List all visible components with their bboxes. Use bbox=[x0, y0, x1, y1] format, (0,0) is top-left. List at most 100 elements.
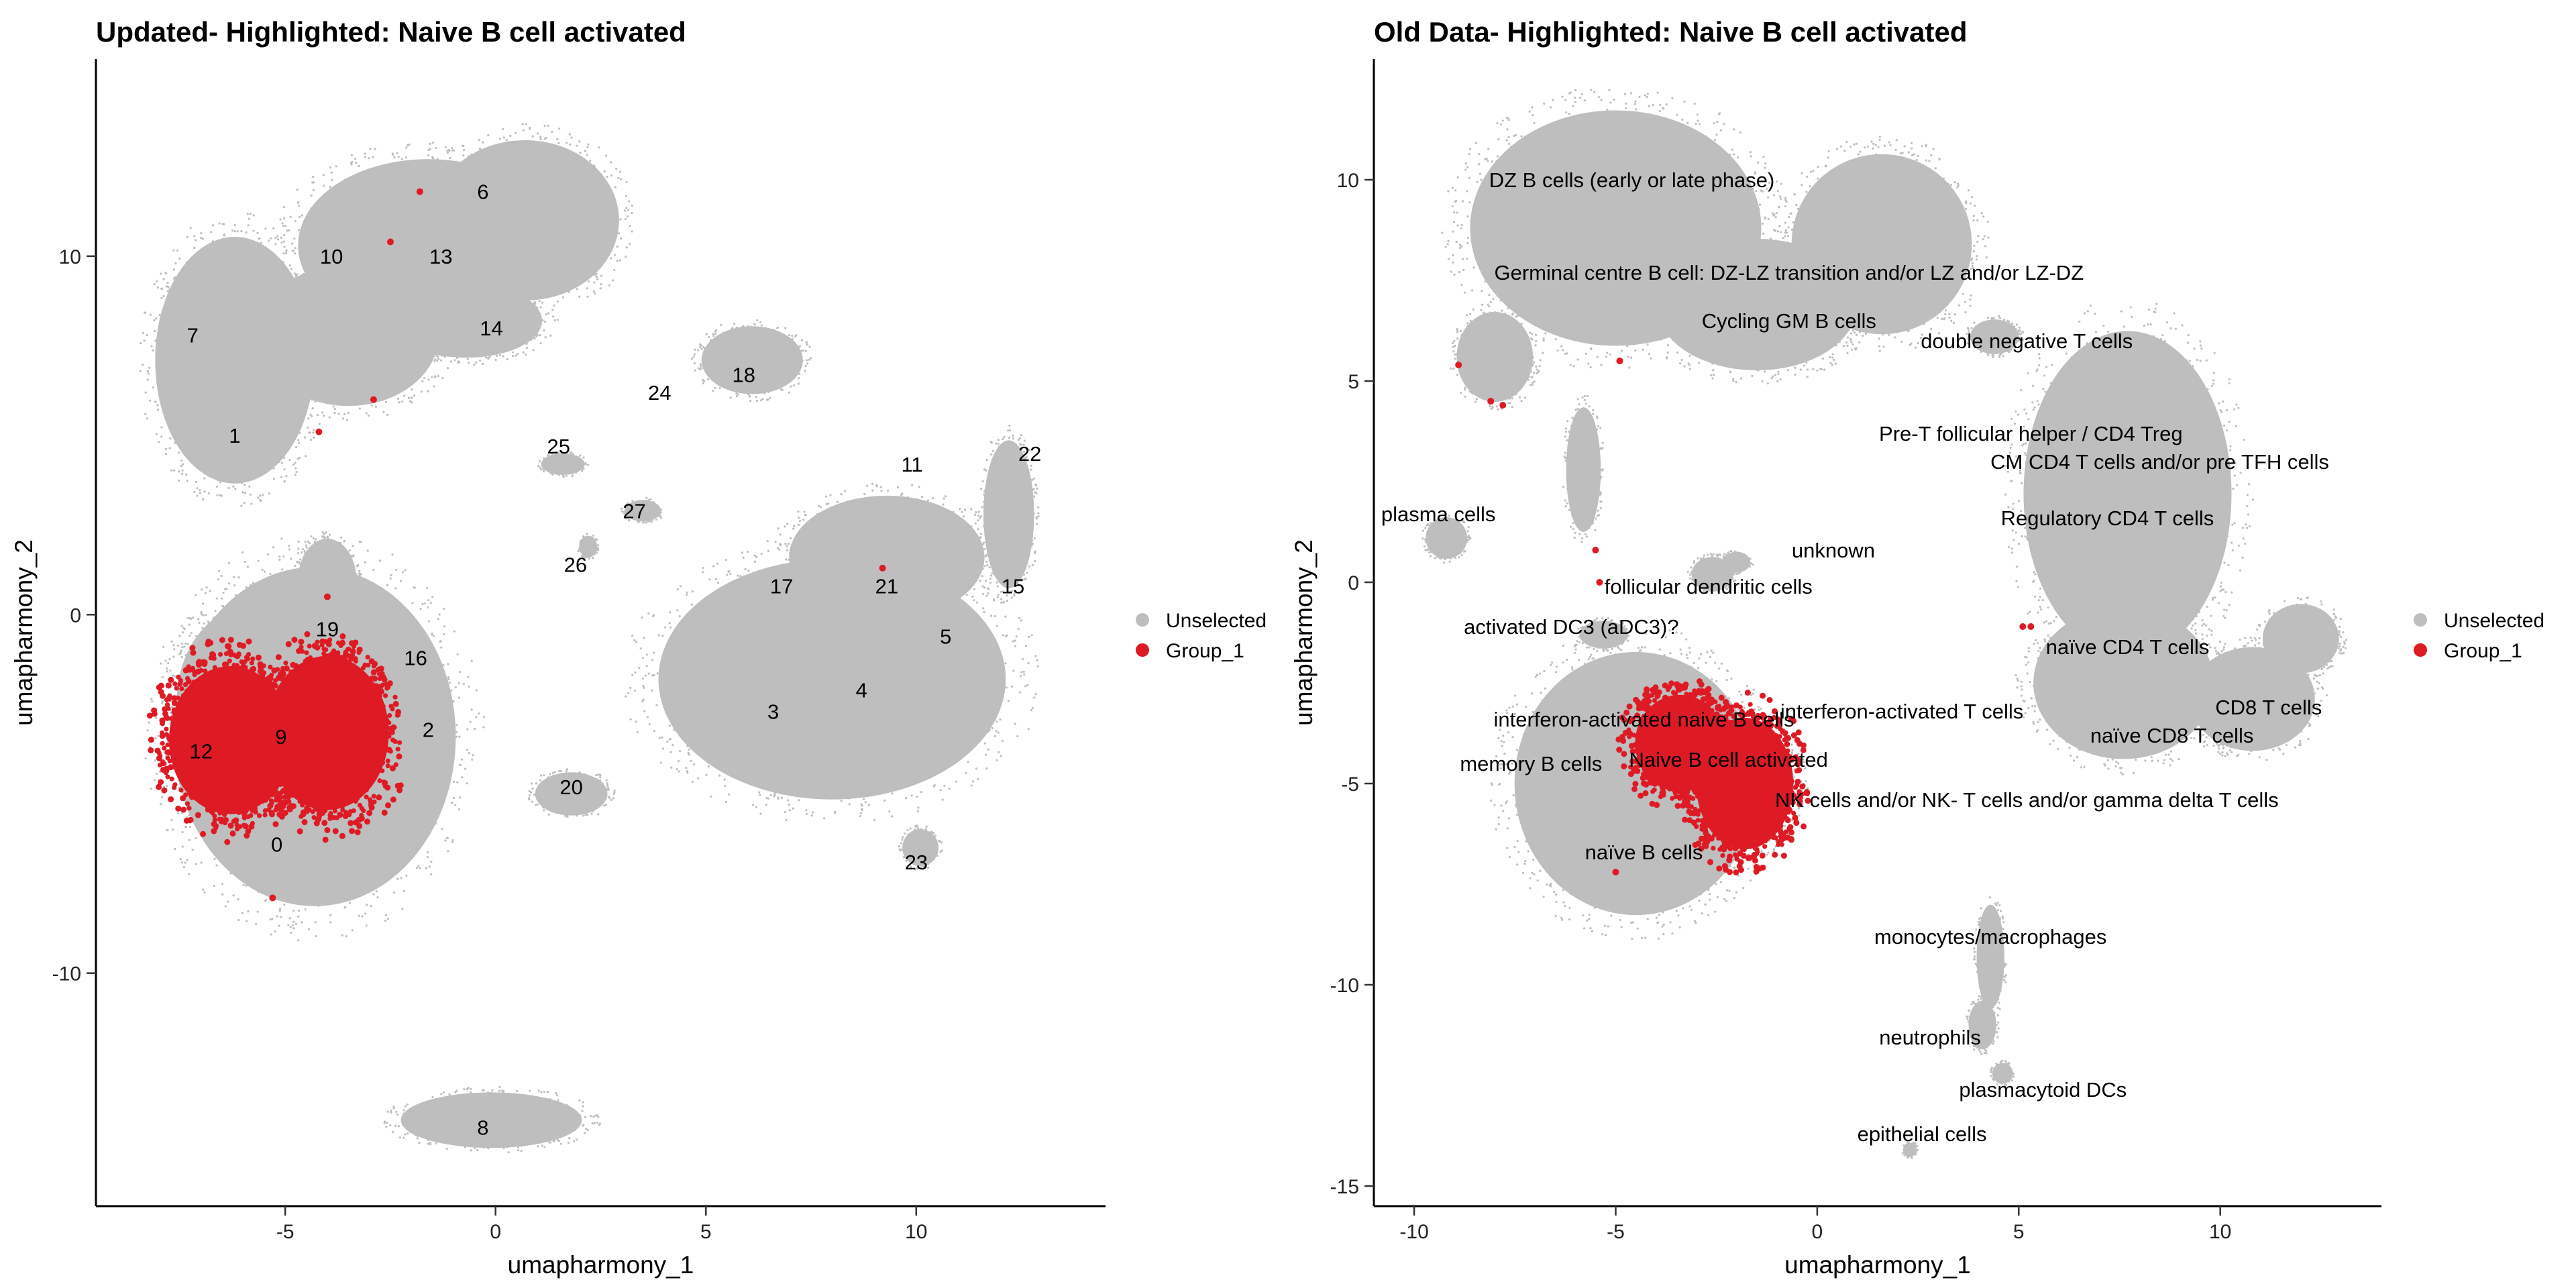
cell-point bbox=[955, 603, 959, 606]
cell-point bbox=[883, 623, 886, 626]
cell-point bbox=[365, 328, 368, 331]
cell-point bbox=[529, 290, 531, 293]
cell-point bbox=[276, 235, 279, 237]
cell-point bbox=[352, 574, 355, 576]
cell-point bbox=[517, 1146, 520, 1148]
cell-point bbox=[582, 1105, 584, 1108]
cell-point bbox=[710, 339, 712, 342]
cell-point bbox=[985, 753, 987, 756]
cell-point bbox=[331, 296, 334, 299]
cell-point bbox=[370, 404, 373, 407]
cell-point bbox=[157, 364, 160, 367]
cell-point bbox=[541, 1144, 543, 1147]
cell-point bbox=[254, 598, 257, 602]
cell-point bbox=[423, 258, 425, 261]
cell-point bbox=[898, 848, 901, 851]
cell-point bbox=[990, 614, 993, 617]
cell-point bbox=[978, 517, 981, 519]
cell-point bbox=[375, 706, 381, 712]
cell-point bbox=[515, 148, 517, 151]
cell-point bbox=[143, 311, 146, 314]
cell-point bbox=[731, 604, 734, 606]
cell-point bbox=[922, 830, 925, 833]
cell-point bbox=[444, 146, 447, 149]
cell-point bbox=[237, 676, 242, 682]
cell-point bbox=[359, 394, 362, 397]
cell-point bbox=[610, 161, 612, 164]
cell-point bbox=[297, 409, 299, 411]
cell-point bbox=[762, 387, 765, 390]
cell-point bbox=[804, 602, 806, 605]
cell-point bbox=[277, 294, 280, 298]
cell-point bbox=[266, 361, 269, 364]
cell-point bbox=[593, 164, 596, 167]
cell-point bbox=[350, 162, 353, 164]
cell-point bbox=[296, 560, 299, 563]
cell-point bbox=[495, 146, 498, 148]
cell-point bbox=[595, 276, 598, 278]
cell-point bbox=[339, 661, 345, 667]
cell-point bbox=[283, 282, 286, 285]
cell-point bbox=[142, 364, 144, 366]
cell-point bbox=[254, 301, 256, 305]
cell-point bbox=[186, 806, 192, 811]
cell-point bbox=[827, 511, 830, 514]
cell-point bbox=[210, 231, 213, 233]
cell-point bbox=[267, 333, 270, 336]
cell-point bbox=[405, 331, 408, 334]
cell-point bbox=[241, 863, 244, 866]
cell-point bbox=[648, 723, 651, 726]
cell-point bbox=[982, 525, 985, 527]
cell-point bbox=[998, 689, 1001, 692]
cell-point bbox=[883, 775, 886, 777]
cell-point bbox=[794, 335, 797, 338]
cell-point bbox=[607, 205, 610, 207]
cell-point bbox=[799, 366, 802, 368]
cell-point bbox=[184, 642, 187, 645]
cell-point bbox=[282, 289, 285, 292]
cell-point bbox=[1013, 594, 1016, 597]
cell-point bbox=[983, 490, 986, 493]
cell-point bbox=[515, 345, 518, 347]
cell-point bbox=[201, 627, 204, 629]
cell-point bbox=[682, 645, 685, 648]
cell-point bbox=[441, 262, 444, 264]
cell-point bbox=[432, 205, 435, 208]
cell-point bbox=[384, 714, 389, 720]
cell-point bbox=[176, 293, 179, 297]
cell-point bbox=[496, 280, 498, 283]
cell-point bbox=[252, 229, 255, 232]
cell-point bbox=[274, 237, 277, 239]
cell-point bbox=[250, 808, 255, 814]
cell-point bbox=[259, 498, 262, 501]
cell-point bbox=[438, 237, 441, 239]
cell-point bbox=[272, 227, 275, 230]
cell-point bbox=[321, 314, 324, 317]
cell-point bbox=[173, 469, 176, 472]
cell-point bbox=[560, 810, 563, 814]
cell-point bbox=[658, 737, 661, 739]
cell-point bbox=[195, 480, 198, 484]
cell-point bbox=[144, 757, 147, 760]
cell-point bbox=[990, 574, 993, 577]
point-cloud bbox=[789, 495, 985, 619]
cell-point bbox=[556, 1138, 559, 1142]
cell-point bbox=[303, 276, 305, 279]
cell-point bbox=[666, 740, 669, 743]
cell-point bbox=[289, 926, 292, 928]
cell-point bbox=[146, 729, 149, 732]
cell-point bbox=[591, 808, 594, 811]
cell-point bbox=[311, 398, 313, 400]
cell-point bbox=[333, 412, 336, 415]
cell-point bbox=[912, 506, 915, 509]
cell-point bbox=[176, 724, 182, 730]
cell-point bbox=[617, 176, 620, 179]
cell-point bbox=[611, 191, 614, 194]
cell-point bbox=[266, 591, 270, 594]
cell-point bbox=[867, 619, 870, 622]
cell-point bbox=[158, 384, 161, 386]
cell-point bbox=[311, 256, 315, 258]
cell-point bbox=[541, 301, 544, 304]
cell-point bbox=[763, 392, 766, 394]
cell-point bbox=[560, 451, 564, 455]
